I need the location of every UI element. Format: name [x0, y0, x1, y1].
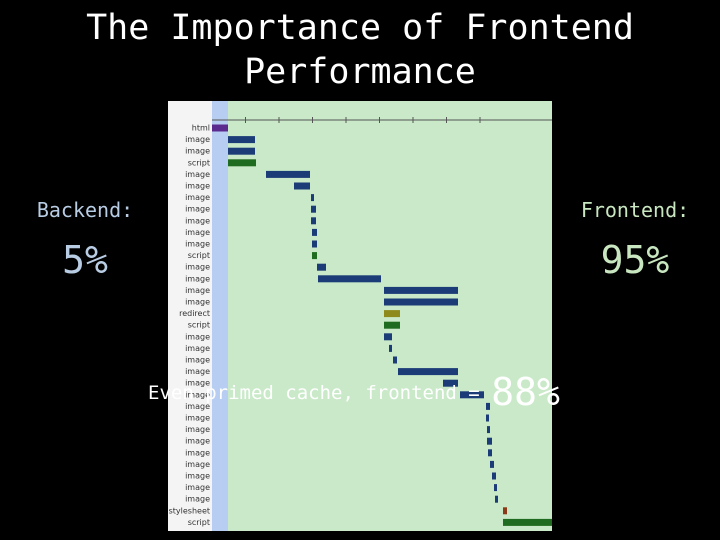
timing-bar — [503, 518, 552, 526]
timing-bar — [492, 472, 496, 480]
row-label: image — [185, 390, 210, 399]
row-label: image — [185, 147, 210, 156]
row-label: image — [185, 472, 210, 481]
frontend-value: 95% — [600, 238, 670, 282]
row-label: script — [188, 518, 210, 527]
row-label: image — [185, 170, 210, 179]
timing-bar — [389, 344, 392, 352]
timing-bar — [443, 379, 458, 387]
timing-bar — [384, 333, 392, 341]
backend-label: Backend: — [36, 198, 134, 222]
row-label: image — [185, 414, 210, 423]
timing-bar — [488, 449, 492, 457]
row-label: image — [185, 205, 210, 214]
timing-bar — [384, 286, 458, 294]
row-label: image — [185, 437, 210, 446]
timing-bar — [487, 437, 492, 445]
waterfall-chart: html image image script image image image image… — [168, 101, 552, 531]
row-label: image — [185, 483, 210, 492]
row-label: script — [188, 321, 210, 330]
timing-bar — [393, 356, 397, 364]
slide-title: The Importance of Frontend Performance — [86, 8, 634, 92]
row-label: image — [185, 216, 210, 225]
row-label: image — [185, 182, 210, 191]
row-label: image — [185, 228, 210, 237]
backend-column — [212, 101, 228, 531]
timing-bar — [460, 391, 484, 399]
frontend-label: Frontend: — [580, 198, 690, 222]
row-label: html — [192, 124, 210, 133]
timing-bar — [312, 228, 317, 236]
timing-bar — [495, 495, 498, 503]
backend-value: 5% — [62, 238, 108, 282]
row-label: image — [185, 425, 210, 434]
chart-background — [168, 101, 552, 531]
row-label: script — [188, 158, 210, 167]
timing-bar — [384, 321, 400, 329]
row-label: image — [185, 448, 210, 457]
timing-bar — [228, 136, 255, 144]
timing-bar — [317, 263, 326, 271]
row-label: stylesheet — [169, 506, 210, 515]
timing-bar — [311, 194, 314, 202]
timing-bar — [266, 170, 310, 178]
row-label: image — [185, 286, 210, 295]
timing-bar — [294, 182, 310, 190]
timing-bar — [503, 507, 507, 515]
row-label: image — [185, 298, 210, 307]
row-label: image — [185, 344, 210, 353]
timing-bar — [490, 460, 494, 468]
label-column — [168, 101, 212, 531]
timing-bar — [312, 252, 317, 260]
timing-bar — [384, 298, 458, 306]
timing-bar — [311, 205, 316, 213]
row-label: script — [188, 251, 210, 260]
note-text: Even primed cache, frontend = — [148, 382, 480, 404]
row-label: image — [185, 332, 210, 341]
timing-bar — [312, 240, 317, 248]
timing-bar — [318, 275, 381, 283]
timing-bar — [311, 217, 316, 225]
row-label: image — [185, 495, 210, 504]
timing-bar — [212, 124, 228, 132]
timing-bar — [398, 368, 458, 376]
row-label: image — [185, 367, 210, 376]
timing-bar — [228, 147, 255, 155]
note-value: 88% — [491, 370, 560, 414]
timing-bar — [486, 402, 490, 410]
row-label: image — [185, 356, 210, 365]
timing-bar — [487, 426, 490, 434]
row-label: image — [185, 379, 210, 388]
row-label: image — [185, 274, 210, 283]
row-label: image — [185, 135, 210, 144]
timing-bar — [384, 310, 400, 318]
row-label: image — [185, 402, 210, 411]
row-label: image — [185, 193, 210, 202]
row-label: image — [185, 263, 210, 272]
timing-bar — [486, 414, 489, 422]
row-label: redirect — [179, 309, 210, 318]
timing-bar — [494, 484, 497, 492]
row-label: image — [185, 460, 210, 469]
primed-cache-note: Even primed cache, frontend = 88% — [148, 370, 560, 414]
row-label: image — [185, 240, 210, 249]
timing-bar — [228, 159, 256, 167]
